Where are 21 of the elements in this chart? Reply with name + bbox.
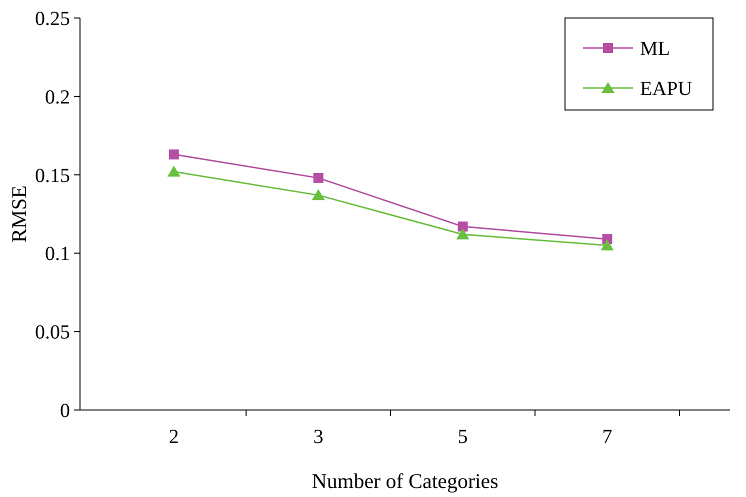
y-tick-label: 0.05 bbox=[35, 322, 70, 344]
point bbox=[600, 239, 614, 250]
x-tick-label: 2 bbox=[168, 426, 179, 448]
y-axis-title: RMSE bbox=[7, 185, 31, 243]
y-tick-label: 0.15 bbox=[35, 164, 70, 187]
y-tick-label: 0.2 bbox=[45, 86, 70, 108]
legend-label: ML bbox=[640, 38, 670, 60]
point bbox=[313, 172, 324, 183]
x-axis-title: Number of Categories bbox=[312, 469, 498, 493]
x-tick-label: 3 bbox=[313, 426, 324, 448]
point bbox=[168, 149, 179, 160]
y-tick-label: 0.25 bbox=[35, 8, 70, 30]
x-tick-label: 7 bbox=[602, 426, 612, 448]
y-tick-label: 0 bbox=[60, 400, 70, 422]
point bbox=[456, 228, 470, 240]
legend-label: EAPU bbox=[640, 78, 693, 100]
x-tick-label: 5 bbox=[458, 426, 468, 448]
y-tick-label: 0.1 bbox=[45, 243, 70, 266]
point bbox=[458, 222, 468, 232]
point bbox=[167, 166, 180, 177]
point bbox=[312, 189, 325, 200]
